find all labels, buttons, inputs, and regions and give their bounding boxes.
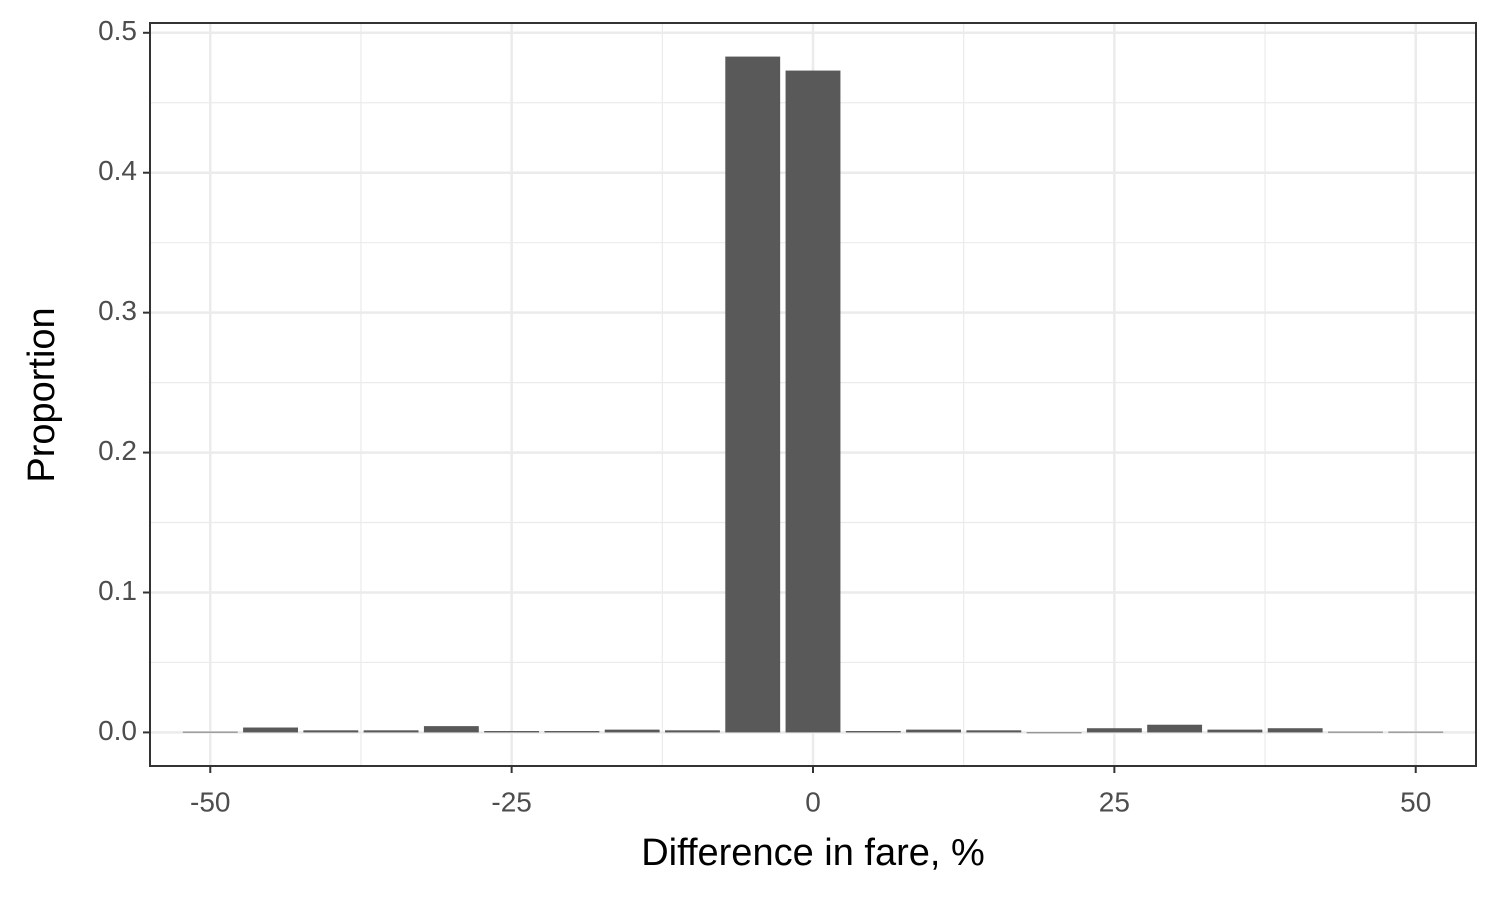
- bar: [303, 730, 359, 733]
- bar: [1086, 728, 1142, 733]
- bars: [182, 56, 1444, 734]
- bar: [1328, 731, 1383, 733]
- bar: [484, 731, 540, 733]
- x-tick-label: 0: [805, 786, 821, 817]
- bar: [966, 730, 1022, 733]
- bar: [725, 56, 781, 733]
- bar: [363, 730, 419, 733]
- bar: [1388, 731, 1444, 733]
- x-tick-label: -25: [491, 786, 531, 817]
- bar: [1267, 728, 1323, 733]
- bar: [604, 729, 660, 733]
- y-tick-label: 0.0: [98, 715, 137, 746]
- bar: [845, 731, 901, 733]
- bar: [906, 729, 961, 733]
- bar: [665, 730, 720, 733]
- x-tick-label: 50: [1400, 786, 1431, 817]
- bar: [1207, 729, 1263, 733]
- bar: [243, 727, 298, 733]
- y-tick-label: 0.1: [98, 575, 137, 606]
- y-tick-label: 0.4: [98, 155, 137, 186]
- y-tick-label: 0.3: [98, 295, 137, 326]
- bar: [544, 731, 600, 733]
- y-axis-title: Proportion: [21, 307, 63, 482]
- bar: [182, 731, 238, 733]
- x-tick-label: -50: [190, 786, 230, 817]
- bar: [1026, 732, 1082, 734]
- x-tick-label: 25: [1099, 786, 1130, 817]
- x-axis-title: Difference in fare, %: [641, 832, 985, 874]
- bar: [423, 726, 479, 733]
- y-tick-label: 0.5: [98, 15, 137, 46]
- y-tick-label: 0.2: [98, 435, 137, 466]
- bar: [785, 70, 841, 733]
- bar: [1147, 724, 1203, 733]
